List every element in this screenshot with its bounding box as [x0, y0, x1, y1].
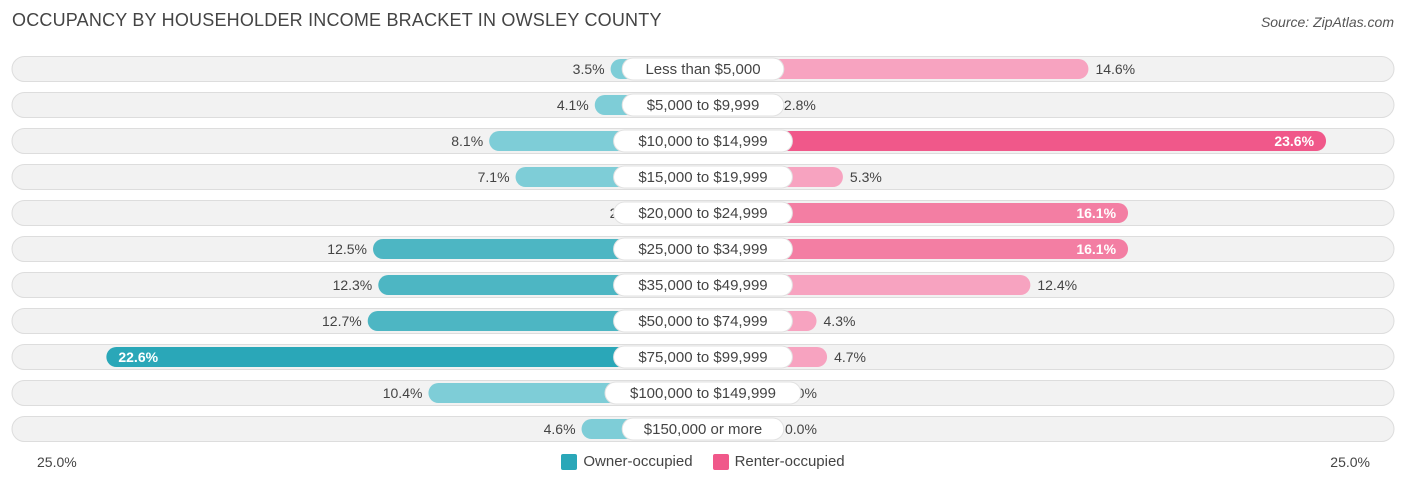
- legend-swatch-owner: [561, 453, 578, 470]
- category-label-50-000-to-74-999: $50,000 to $74,999: [638, 313, 767, 330]
- category-pill-10-000-to-14-999: [613, 129, 793, 153]
- chart-title: OCCUPANCY BY HOUSEHOLDER INCOME BRACKET …: [12, 10, 662, 30]
- legend: Owner-occupied Renter-occupied: [0, 453, 1406, 470]
- label-renter-5-000-to-9-999: 2.8%: [784, 97, 816, 113]
- label-renter-15-000-to-19-999: 5.3%: [850, 169, 882, 185]
- legend-label-renter: Renter-occupied: [734, 453, 845, 470]
- legend-swatch-renter: [712, 453, 729, 470]
- category-pill-20-000-to-24-999: [613, 201, 793, 225]
- category-label-75-000-to-99-999: $75,000 to $99,999: [638, 349, 767, 366]
- category-label-15-000-to-19-999: $15,000 to $19,999: [638, 169, 767, 186]
- chart-source: Source: ZipAtlas.com: [1260, 14, 1394, 30]
- category-label-150-000-or-more: $150,000 or more: [644, 421, 762, 438]
- category-label-20-000-to-24-999: $20,000 to $24,999: [638, 205, 767, 222]
- label-owner-10-000-to-14-999: 8.1%: [451, 133, 483, 149]
- label-renter-50-000-to-74-999: 4.3%: [824, 313, 856, 329]
- label-renter-75-000-to-99-999: 4.7%: [834, 349, 866, 365]
- label-owner-5-000-to-9-999: 4.1%: [557, 97, 589, 113]
- label-renter-20-000-to-24-999: 16.1%: [1076, 205, 1116, 221]
- category-pill-50-000-to-74-999: [613, 309, 793, 333]
- category-pill-15-000-to-19-999: [613, 165, 793, 189]
- label-renter-less-than-5-000: 14.6%: [1095, 61, 1135, 77]
- label-owner-less-than-5-000: 3.5%: [573, 61, 605, 77]
- category-pill-35-000-to-49-999: [613, 273, 793, 297]
- legend-item-renter: Renter-occupied: [712, 453, 845, 470]
- bar-owner-75-000-to-99-999: [106, 347, 704, 367]
- label-renter-25-000-to-34-999: 16.1%: [1076, 241, 1116, 257]
- category-label-100-000-to-149-999: $100,000 to $149,999: [630, 385, 776, 402]
- category-pill-25-000-to-34-999: [613, 237, 793, 261]
- label-owner-100-000-to-149-999: 10.4%: [383, 385, 423, 401]
- legend-item-owner: Owner-occupied: [561, 453, 693, 470]
- category-label-25-000-to-34-999: $25,000 to $34,999: [638, 241, 767, 258]
- category-label-5-000-to-9-999: $5,000 to $9,999: [647, 97, 760, 114]
- category-pill-5-000-to-9-999: [621, 93, 785, 117]
- bar-renter-20-000-to-24-999: [703, 203, 1129, 223]
- bar-renter-10-000-to-14-999: [703, 131, 1327, 151]
- category-pill-75-000-to-99-999: [613, 345, 793, 369]
- label-renter-35-000-to-49-999: 12.4%: [1037, 277, 1077, 293]
- bar-renter-less-than-5-000: [703, 59, 1089, 79]
- category-pill-less-than-5-000: [621, 57, 785, 81]
- category-label-35-000-to-49-999: $35,000 to $49,999: [638, 277, 767, 294]
- axis-right-label: 25.0%: [1330, 454, 1370, 470]
- label-owner-35-000-to-49-999: 12.3%: [333, 277, 373, 293]
- category-label-10-000-to-14-999: $10,000 to $14,999: [638, 133, 767, 150]
- legend-label-owner: Owner-occupied: [583, 453, 693, 470]
- label-owner-150-000-or-more: 4.6%: [544, 421, 576, 437]
- category-pill-100-000-to-149-999: [604, 381, 802, 405]
- label-owner-15-000-to-19-999: 7.1%: [478, 169, 510, 185]
- label-owner-75-000-to-99-999: 22.6%: [118, 349, 158, 365]
- category-pill-150-000-or-more: [621, 417, 785, 441]
- axis-left-label: 25.0%: [37, 454, 77, 470]
- category-label-less-than-5-000: Less than $5,000: [645, 61, 760, 78]
- bar-renter-25-000-to-34-999: [703, 239, 1129, 259]
- label-renter-150-000-or-more: 0.0%: [785, 421, 817, 437]
- label-owner-25-000-to-34-999: 12.5%: [327, 241, 367, 257]
- label-renter-10-000-to-14-999: 23.6%: [1274, 133, 1314, 149]
- label-owner-50-000-to-74-999: 12.7%: [322, 313, 362, 329]
